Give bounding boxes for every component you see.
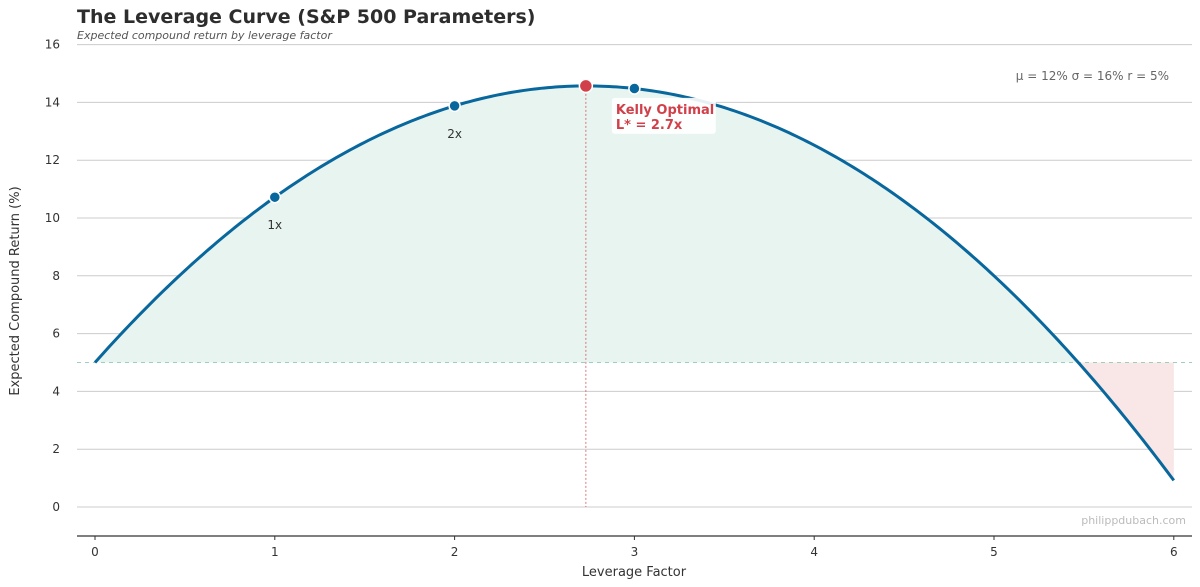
x-tick-label: 2 <box>451 545 459 559</box>
parameters-text: μ = 12% σ = 16% r = 5% <box>1016 69 1169 83</box>
leverage-point <box>628 82 641 95</box>
kelly-label-box <box>611 97 716 134</box>
chart-subtitle: Expected compound return by leverage fac… <box>77 29 333 42</box>
watermark: philippdubach.com <box>1081 514 1186 527</box>
leverage-point-label: 1x <box>267 218 282 232</box>
x-tick-label: 6 <box>1170 545 1178 559</box>
y-tick-label: 0 <box>52 500 60 514</box>
x-tick-label: 5 <box>990 545 998 559</box>
y-tick-label: 2 <box>52 442 60 456</box>
kelly-label-line2: L* = 2.7x <box>616 118 683 133</box>
y-axis-label: Expected Compound Return (%) <box>8 186 23 395</box>
y-tick-label: 4 <box>52 384 60 398</box>
x-tick-label: 4 <box>810 545 818 559</box>
x-tick-label: 0 <box>91 545 99 559</box>
x-axis-label: Leverage Factor <box>582 565 687 580</box>
kelly-label-line1: Kelly Optimal <box>616 103 714 118</box>
leverage-point <box>268 190 282 204</box>
x-tick-label: 3 <box>631 545 639 559</box>
leverage-point-label: 2x <box>447 127 462 141</box>
leverage-point <box>448 99 461 113</box>
y-tick-label: 10 <box>45 211 60 225</box>
chart-title: The Leverage Curve (S&P 500 Parameters) <box>77 6 535 28</box>
x-tick-label: 1 <box>271 545 279 559</box>
y-tick-label: 8 <box>52 269 60 283</box>
y-tick-label: 6 <box>52 327 60 341</box>
reference-lines <box>77 85 1192 507</box>
y-tick-label: 12 <box>45 153 60 167</box>
negative-return-area <box>1080 362 1174 481</box>
area-fills <box>95 85 1174 481</box>
y-tick-label: 14 <box>45 95 60 109</box>
kelly-optimal-point <box>578 78 594 94</box>
y-tick-label: 16 <box>45 38 60 52</box>
